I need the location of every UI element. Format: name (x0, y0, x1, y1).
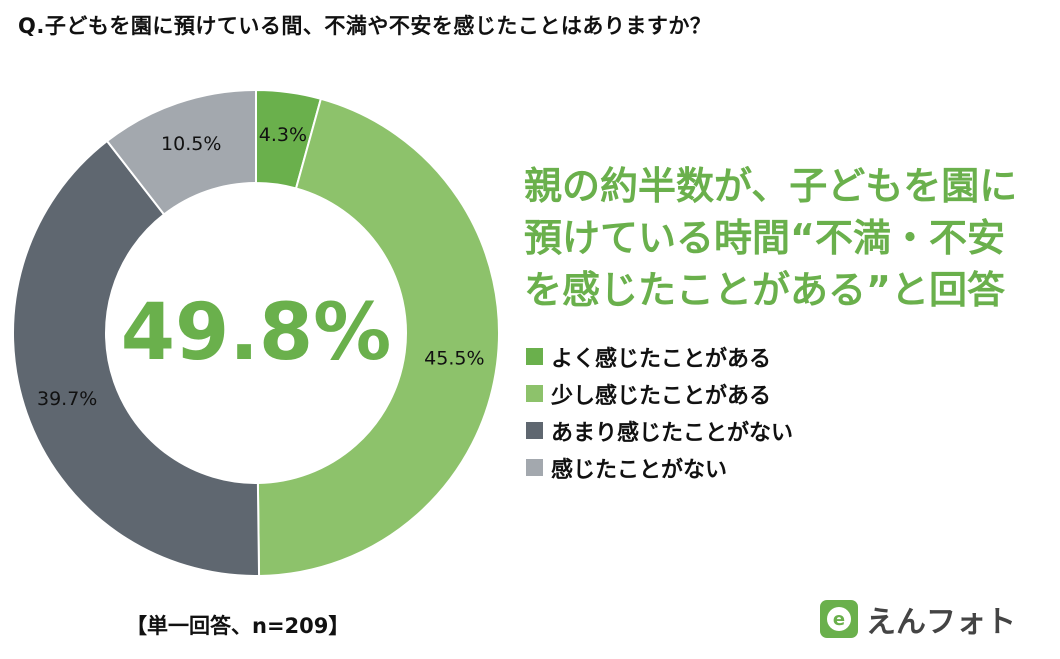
question-title: Q.子どもを園に預けている間、不満や不安を感じたことはありますか？ (18, 14, 712, 38)
chart-legend: よく感じたことがある 少し感じたことがある あまり感じたことがない 感じたことが… (526, 338, 793, 486)
donut-chart: 4.3% 45.5% 39.7% 10.5% 49.8% (12, 88, 500, 577)
slice-label: 4.3% (259, 124, 307, 146)
legend-label: 感じたことがない (551, 457, 728, 483)
headline-line: 預けている時間“不満・不安 (524, 216, 1005, 260)
enphoto-logo: e えんフォト (820, 597, 1016, 641)
slice-label: 45.5% (424, 348, 484, 370)
logo-text: えんフォト (866, 605, 1016, 640)
legend-label: 少し感じたことがある (551, 383, 772, 409)
legend-swatch (526, 459, 543, 476)
legend-swatch (526, 385, 543, 402)
headline-line: を感じたことがある”と回答 (524, 268, 1005, 312)
legend-label: よく感じたことがある (551, 346, 772, 372)
headline: 親の約半数が、子どもを園に 預けている時間“不満・不安 を感じたことがある”と回… (524, 160, 1044, 316)
headline-line: 親の約半数が、子どもを園に (524, 164, 1018, 208)
donut-slice (256, 97, 500, 577)
legend-item: あまり感じたことがない (526, 412, 793, 449)
legend-swatch (526, 348, 543, 365)
sample-note: 【単一回答、n=209】 (126, 614, 350, 638)
donut-slice (105, 88, 257, 216)
legend-item: 感じたことがない (526, 449, 793, 486)
legend-label: あまり感じたことがない (551, 420, 794, 446)
svg-text:e: e (833, 609, 845, 630)
legend-item: よく感じたことがある (526, 338, 793, 375)
slice-label: 10.5% (161, 133, 221, 155)
slice-label: 39.7% (37, 388, 97, 410)
legend-swatch (526, 422, 543, 439)
legend-item: 少し感じたことがある (526, 375, 793, 412)
logo-e-icon: e (820, 600, 858, 638)
donut-slice (12, 139, 261, 577)
center-percentage: 49.8% (121, 288, 392, 378)
